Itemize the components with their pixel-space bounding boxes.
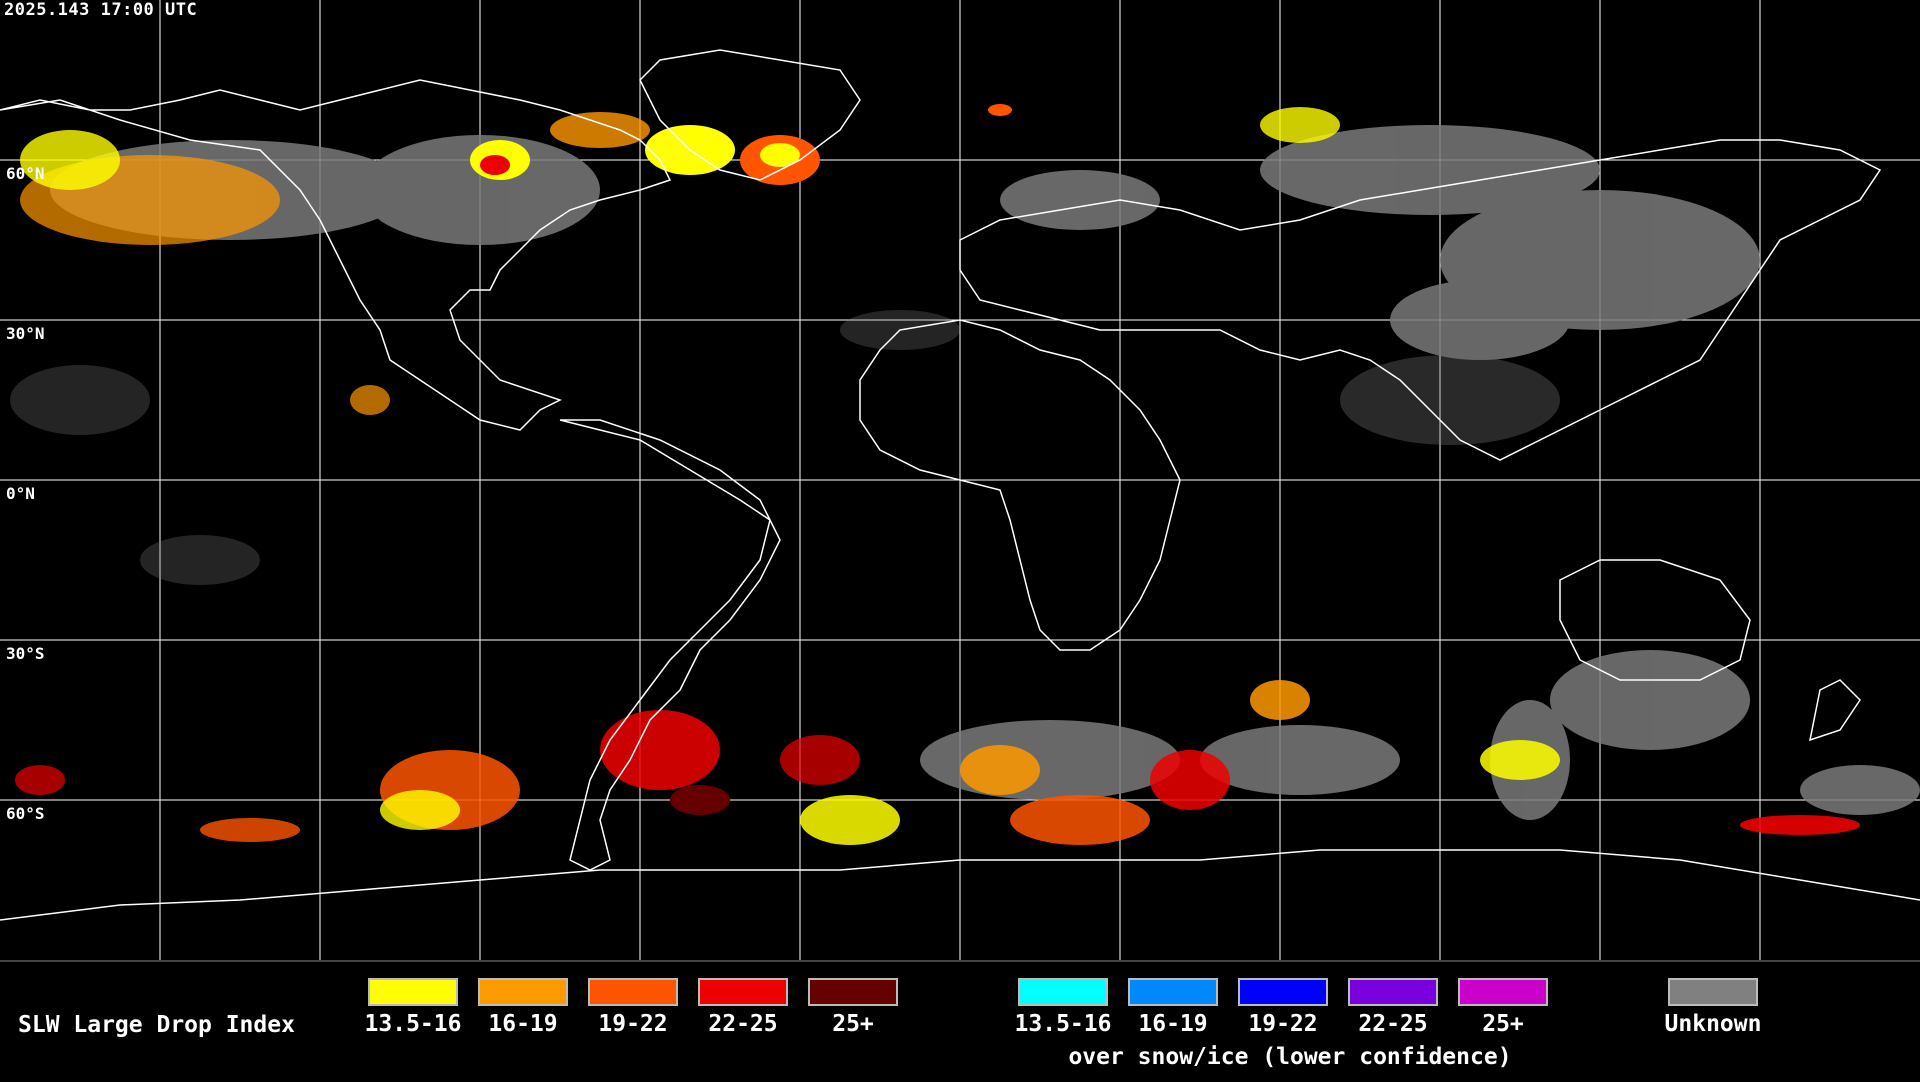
coastlines (0, 49, 1920, 921)
swatch-normal-3 (588, 978, 678, 1006)
slw-index-patches (15, 104, 1860, 845)
legend-title: SLW Large Drop Index (18, 1012, 295, 1038)
label-normal-2: 16-19 (488, 1011, 558, 1037)
label-unknown: Unknown (1664, 1011, 1762, 1037)
timestamp: 2025.143 17:00 UTC (4, 0, 198, 20)
label-snow-1: 13.5-16 (1014, 1011, 1112, 1037)
lat-label-30n: 30°N (6, 324, 45, 343)
world-map (0, 0, 1920, 960)
swatch-normal-4 (698, 978, 788, 1006)
swatch-snow-2 (1128, 978, 1218, 1006)
lat-label-60s: 60°S (6, 804, 45, 823)
legend (0, 960, 1920, 1082)
label-snow-2: 16-19 (1138, 1011, 1208, 1037)
lat-label-0n: 0°N (6, 484, 35, 503)
swatch-snow-3 (1238, 978, 1328, 1006)
label-normal-4: 22-25 (708, 1011, 778, 1037)
label-normal-3: 19-22 (598, 1011, 668, 1037)
lat-label-60n: 60°N (6, 164, 45, 183)
swatch-normal-5 (808, 978, 898, 1006)
swatch-snow-4 (1348, 978, 1438, 1006)
swatch-snow-5 (1458, 978, 1548, 1006)
label-normal-1: 13.5-16 (364, 1011, 462, 1037)
swatch-unknown (1668, 978, 1758, 1006)
label-normal-5: 25+ (832, 1011, 874, 1037)
label-snow-3: 19-22 (1248, 1011, 1318, 1037)
lat-label-30s: 30°S (6, 644, 45, 663)
swatch-snow-1 (1018, 978, 1108, 1006)
snow-ice-note: over snow/ice (lower confidence) (1068, 1044, 1512, 1070)
unknown-cloud-field (10, 125, 1920, 820)
swatch-normal-2 (478, 978, 568, 1006)
label-snow-5: 25+ (1482, 1011, 1524, 1037)
label-snow-4: 22-25 (1358, 1011, 1428, 1037)
swatch-normal-1 (368, 978, 458, 1006)
